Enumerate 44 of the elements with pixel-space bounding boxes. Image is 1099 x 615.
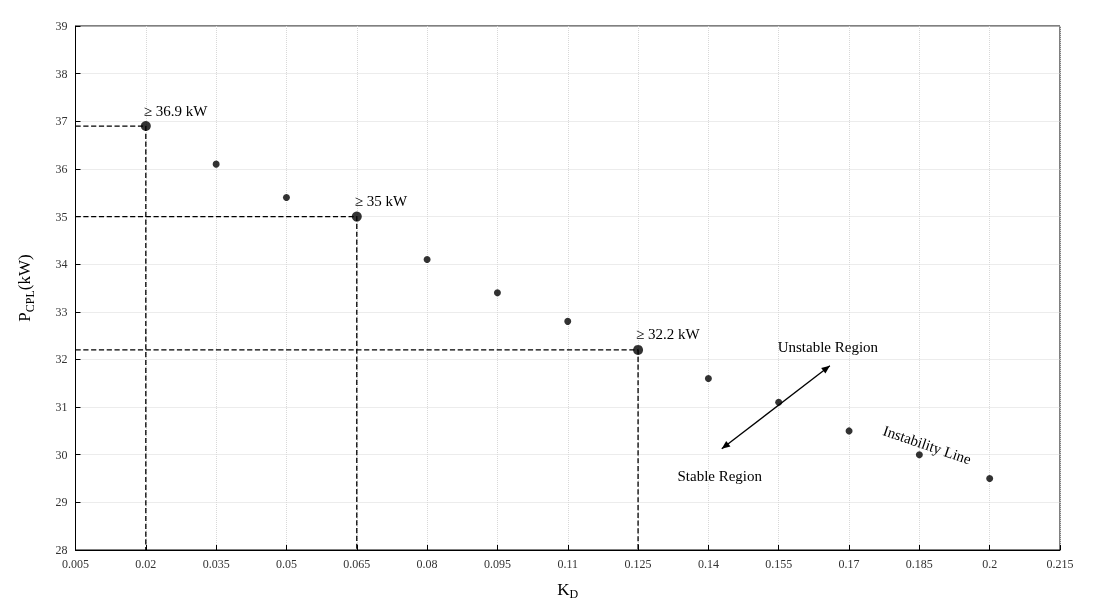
y-tick-label: 29 — [55, 495, 68, 510]
y-tick-label: 37 — [55, 114, 68, 129]
point — [351, 211, 362, 222]
annotation: ≥ 32.2 kW — [636, 326, 701, 343]
annotation: Unstable Region — [777, 338, 879, 355]
y-tick-label: 35 — [55, 209, 68, 224]
y-tick-label: 34 — [55, 257, 68, 272]
y-tick-label: 33 — [55, 304, 68, 319]
x-tick-label: 0.155 — [765, 557, 793, 571]
annotation: ≥ 36.9 kW — [143, 102, 209, 119]
point — [633, 344, 644, 355]
y-tick-label: 31 — [55, 400, 68, 415]
x-tick-label: 0.05 — [275, 557, 297, 571]
point — [564, 317, 572, 325]
x-tick-label: 0.095 — [483, 557, 511, 571]
y-tick-label: 30 — [55, 447, 68, 462]
x-tick-label: 0.14 — [697, 557, 719, 571]
x-tick-label: 0.005 — [62, 557, 89, 571]
x-tick-label: 0.08 — [416, 557, 438, 571]
point — [986, 475, 994, 483]
point — [775, 398, 783, 406]
annotation: Stable Region — [677, 467, 763, 484]
annotation: ≥ 35 kW — [354, 193, 409, 210]
point — [140, 121, 151, 132]
y-tick-label: 28 — [55, 543, 68, 557]
y-tick-label: 36 — [55, 161, 68, 176]
y-tick-label: 38 — [55, 66, 68, 81]
y-tick-label: 32 — [55, 352, 68, 367]
x-tick-label: 0.17 — [838, 557, 860, 571]
point — [212, 160, 220, 168]
point — [704, 375, 712, 383]
point — [282, 193, 290, 201]
point — [423, 255, 431, 263]
x-tick-label: 0.11 — [557, 557, 579, 571]
x-tick-label: 0.035 — [202, 557, 230, 571]
point — [493, 289, 501, 297]
x-tick-label: 0.02 — [135, 557, 157, 571]
y-tick-label: 39 — [55, 19, 68, 33]
x-tick-label: 0.065 — [343, 557, 371, 571]
x-tick-label: 0.215 — [1046, 557, 1074, 571]
y-axis-title: PCPL(kW) — [15, 254, 37, 322]
x-tick-label: 0.125 — [624, 557, 652, 571]
x-tick-label: 0.185 — [905, 557, 933, 571]
x-tick-label: 0.2 — [982, 557, 998, 571]
